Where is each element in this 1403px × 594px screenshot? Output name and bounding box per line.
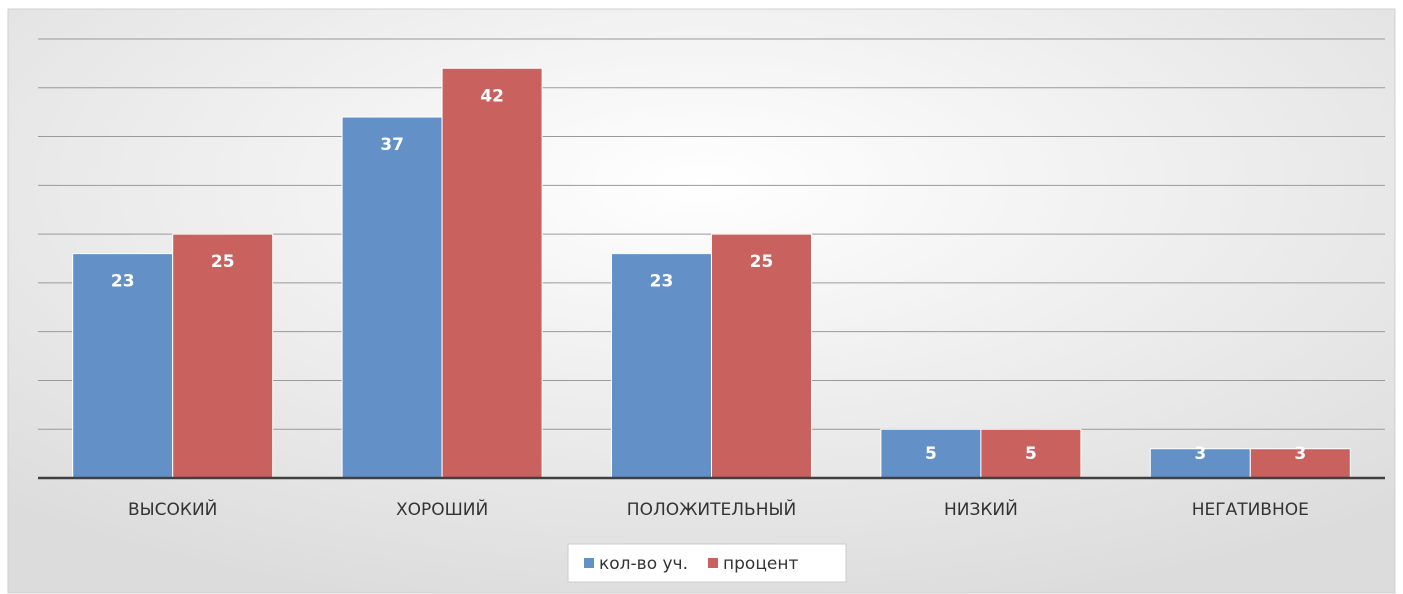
x-tick-label: НИЗКИЙ: [944, 498, 1018, 520]
legend-label: кол-во уч.: [599, 554, 688, 574]
bar: [980, 428, 1082, 479]
legend-swatch: [708, 558, 719, 568]
data-label: 5: [1025, 444, 1037, 464]
bar: [441, 67, 543, 479]
x-tick-label: НЕГАТИВНОЕ: [1192, 500, 1309, 520]
data-label: 25: [211, 252, 235, 272]
data-label: 23: [650, 272, 674, 292]
data-label: 25: [750, 252, 774, 272]
x-tick-label: ВЫСОКИЙ: [128, 498, 217, 520]
legend-swatch: [584, 558, 594, 568]
bar: [72, 253, 174, 479]
data-label: 3: [1194, 444, 1206, 464]
x-tick-label: ХОРОШИЙ: [396, 498, 488, 520]
bar: [880, 428, 982, 479]
bar: [711, 233, 812, 479]
bar: [1249, 448, 1351, 479]
data-label: 5: [925, 444, 937, 464]
bar: [341, 116, 443, 479]
x-tick-label: ПОЛОЖИТЕЛЬНЫЙ: [627, 498, 796, 520]
bar: [611, 253, 712, 479]
data-label: 23: [111, 272, 135, 292]
data-label: 37: [380, 135, 404, 155]
legend-box: [567, 543, 847, 583]
legend-label: процент: [723, 554, 798, 574]
data-label: 42: [480, 86, 504, 106]
data-label: 3: [1294, 444, 1306, 464]
